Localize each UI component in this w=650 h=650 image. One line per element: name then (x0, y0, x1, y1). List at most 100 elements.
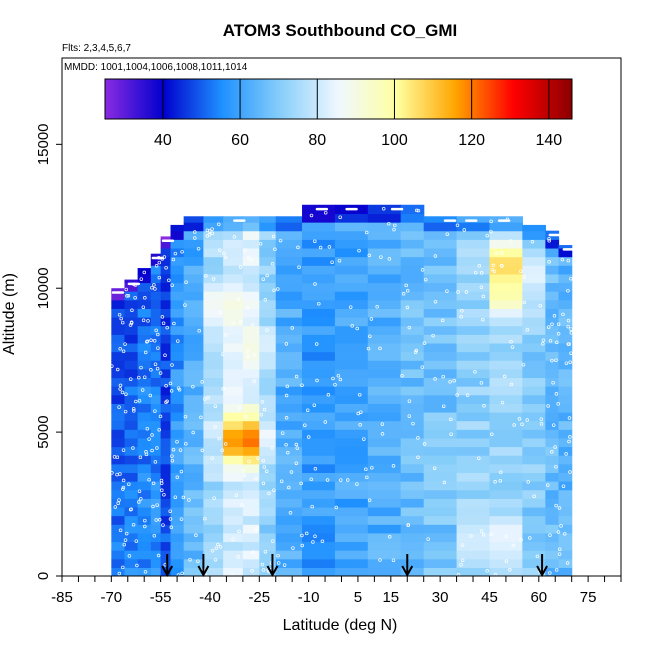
sample-point (364, 467, 368, 472)
heat-cell (111, 334, 126, 344)
sample-point (500, 250, 504, 255)
sample-point (128, 323, 133, 327)
heat-cell (259, 455, 277, 465)
heat-cell (223, 351, 244, 361)
sample-point (145, 426, 150, 431)
heat-cell (259, 308, 277, 318)
heat-cell (160, 342, 172, 353)
sample-point (179, 517, 184, 521)
sample-point (210, 227, 214, 231)
sample-point (556, 402, 560, 406)
sample-point (509, 239, 513, 243)
heat-cell (223, 317, 244, 327)
sample-point (157, 427, 161, 432)
heat-cell (558, 247, 573, 258)
heat-cell (334, 550, 369, 560)
heat-cell (203, 506, 224, 517)
heat-cell (489, 299, 523, 309)
sample-point (569, 327, 573, 331)
sample-point (126, 294, 131, 298)
heat-cell (367, 446, 402, 456)
heat-cell (489, 498, 523, 508)
heat-cell (423, 282, 458, 292)
heat-cell (170, 420, 185, 430)
heat-cell (150, 317, 162, 327)
sample-point (161, 523, 165, 527)
sample-point (306, 435, 311, 439)
heat-cell (489, 489, 523, 499)
sample-point (212, 496, 216, 500)
heat-cell (489, 317, 523, 327)
heat-cell (302, 558, 336, 568)
x-tick-label: -10 (298, 589, 320, 606)
sample-point (489, 532, 493, 537)
sample-point (150, 448, 154, 453)
sample-point (381, 207, 386, 211)
heat-cell (150, 463, 162, 473)
heat-cell (183, 515, 204, 525)
heat-cell (334, 541, 369, 551)
sample-point (271, 234, 276, 239)
heat-cell (242, 541, 260, 551)
heat-cell (183, 256, 204, 266)
heat-cell (334, 463, 369, 473)
heat-cell (124, 429, 139, 439)
heat-cell (150, 265, 162, 275)
heat-cell (275, 230, 303, 240)
heat-cell (160, 256, 172, 266)
heat-cell (242, 273, 260, 284)
sample-point (139, 497, 143, 501)
heat-cell (423, 247, 458, 258)
heat-cell (456, 360, 491, 370)
heat-cell (275, 558, 303, 568)
heat-cell (203, 498, 224, 508)
heat-cell (400, 429, 425, 439)
heat-cell (558, 567, 573, 576)
sample-point (348, 305, 353, 309)
heat-cell (170, 239, 185, 249)
heat-cell (522, 265, 546, 275)
heat-cell (242, 247, 260, 258)
sample-point (131, 522, 136, 527)
heat-cell (223, 558, 244, 568)
sample-point (512, 423, 516, 427)
sample-point (338, 215, 342, 219)
sample-point (554, 568, 559, 572)
heat-cell (259, 532, 277, 543)
heat-cell (183, 239, 204, 249)
heat-cell (367, 550, 402, 560)
heat-cell (150, 558, 162, 568)
heat-cell (259, 550, 277, 560)
heat-cell (242, 239, 260, 249)
heat-cell (183, 541, 204, 551)
heat-cell (522, 230, 546, 240)
heat-cell (489, 506, 523, 517)
heat-cell (124, 386, 139, 396)
sample-point (473, 270, 478, 275)
heat-cell (183, 558, 204, 568)
heat-cell (489, 550, 523, 560)
heat-cell (456, 498, 491, 508)
heat-cell (334, 334, 369, 344)
heat-cell (456, 481, 491, 491)
sample-point (550, 358, 554, 363)
sample-point (213, 424, 217, 429)
heat-cell (150, 411, 162, 422)
heat-cell (522, 463, 546, 473)
sample-point (110, 471, 114, 475)
heat-cell (223, 216, 244, 223)
heat-cell (183, 472, 204, 482)
heat-cell (170, 455, 185, 465)
heat-cell (367, 256, 402, 266)
heat-cell (334, 567, 369, 576)
sample-point (519, 269, 523, 273)
sample-point (299, 481, 303, 486)
sample-point (150, 285, 154, 290)
heat-cell (170, 325, 185, 335)
heat-cell (242, 524, 260, 534)
heat-cell (111, 299, 126, 309)
sample-point (337, 258, 342, 263)
heat-cell (367, 506, 402, 517)
heat-cell (334, 420, 369, 430)
heat-cell (302, 411, 336, 422)
